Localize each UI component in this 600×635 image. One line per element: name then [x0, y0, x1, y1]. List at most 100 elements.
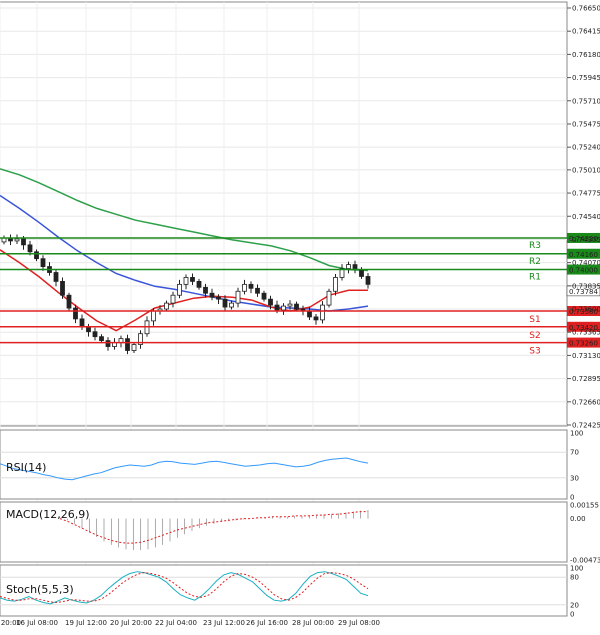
price-tick-label: 0.73835	[572, 282, 600, 290]
macd-label: MACD(12,26,9)	[6, 508, 90, 521]
ma-green-line	[0, 168, 369, 272]
candle-up	[339, 268, 345, 278]
support-resistance-levels: R3 0.74320 R2 0.74160 R1 0.74000 S1 0.73580 S2 0.…	[0, 232, 600, 357]
candle-down	[34, 251, 39, 260]
time-tick-label: 26 Jul 16:00	[246, 619, 288, 627]
time-tick-label: 16 Jul 08:00	[16, 619, 58, 627]
indicator-tick-label: 70	[570, 449, 579, 457]
candle-down	[190, 277, 195, 282]
price-tick-label: 0.75945	[572, 74, 600, 82]
rsi-grid	[0, 451, 567, 479]
candle-down	[248, 283, 254, 289]
macd-panel: MACD(12,26,9) 0.00155 0.00 -0.004735	[0, 501, 600, 565]
price-panel-frame	[0, 1, 568, 427]
stoch-grid	[0, 576, 567, 606]
candle-down	[53, 272, 59, 282]
candle-up	[320, 304, 325, 321]
time-tick-label: 15 Jul 20:00	[0, 619, 21, 627]
candle-down	[359, 269, 364, 277]
level-name-r1: R1	[529, 273, 541, 283]
time-tick-label: 29 Jul 08:00	[338, 619, 380, 627]
candle-up	[183, 277, 189, 285]
level-price-badge	[567, 248, 600, 259]
current-price-badge	[566, 285, 600, 297]
candle-down	[105, 340, 111, 347]
level-price-badge	[567, 321, 600, 332]
macd-histogram	[59, 509, 369, 551]
candle-up	[138, 333, 143, 345]
time-tick-label: 19 Jul 12:00	[65, 619, 107, 627]
ma-blue-line	[0, 194, 369, 312]
macd-axis: 0.00155 0.00 -0.004735	[570, 502, 600, 565]
price-tick-label: 0.73600	[572, 306, 600, 314]
price-tick-label: 0.74775	[572, 190, 600, 198]
candle-up	[177, 283, 182, 296]
indicator-tick-label: 30	[570, 474, 579, 482]
level-price-label: 0.73260	[569, 340, 598, 348]
candle-down	[209, 292, 215, 298]
candle-up	[326, 290, 332, 306]
candle-up	[242, 283, 247, 292]
price-tick-label: 0.74305	[572, 236, 600, 244]
candle-up	[131, 344, 137, 351]
candle-up	[164, 302, 169, 310]
candle-up	[151, 310, 156, 322]
price-tick-label: 0.76650	[572, 5, 600, 13]
level-name-s3: S3	[529, 347, 540, 357]
candle-down	[125, 338, 130, 351]
indicator-tick-label: 80	[570, 574, 579, 582]
candle-down	[196, 280, 202, 288]
price-tick-label: 0.74540	[572, 213, 600, 221]
macd-panel-frame	[0, 501, 568, 563]
level-price-label: 0.73420	[569, 324, 598, 332]
candle-down	[66, 294, 72, 309]
level-price-badge	[567, 232, 600, 243]
indicator-tick-label: 0	[570, 611, 574, 619]
candle-up	[346, 264, 351, 269]
rsi-line	[0, 457, 369, 481]
candle-down	[255, 287, 260, 294]
stoch-k-line	[0, 571, 369, 605]
price-panel: R3 0.74320 R2 0.74160 R1 0.74000 S1 0.73580 S2 0.…	[0, 1, 600, 616]
candle-up	[14, 238, 20, 242]
price-axis: 0.76650 0.76415 0.76180 0.75945 0.75710 0.754…	[567, 5, 600, 430]
candle-down	[73, 307, 78, 320]
candle-down	[274, 304, 280, 311]
price-tick-label: 0.74070	[572, 259, 600, 267]
candle-down	[313, 316, 319, 321]
indicator-tick-label: 0.00	[570, 515, 586, 523]
candle-down	[92, 331, 98, 338]
candle-down	[222, 298, 228, 308]
indicator-tick-label: 0	[570, 494, 574, 502]
time-tick-label: 23 Jul 12:00	[203, 619, 245, 627]
price-tick-label: 0.73365	[572, 329, 600, 337]
price-tick-label: 0.72425	[572, 422, 600, 430]
candle-down	[40, 258, 46, 267]
price-tick-label: 0.75240	[572, 144, 600, 152]
candle-down	[307, 310, 312, 318]
candle-down	[27, 244, 33, 253]
level-name-s2: S2	[529, 331, 540, 341]
rsi-panel: RSI(14) 100 70 30 0	[0, 429, 583, 502]
rsi-label: RSI(14)	[6, 461, 46, 474]
stoch-label: Stoch(5,5,3)	[6, 583, 74, 596]
candlesticks	[1, 234, 371, 355]
price-tick-label: 0.76415	[572, 28, 600, 36]
candle-down	[268, 298, 273, 306]
candle-up	[281, 305, 286, 311]
candle-down	[261, 292, 267, 300]
level-price-badge	[567, 337, 600, 348]
level-price-label: 0.74160	[569, 251, 598, 259]
time-tick-label: 28 Jul 00:00	[292, 619, 334, 627]
candle-up	[229, 302, 234, 308]
candle-down	[294, 303, 299, 310]
candle-up	[235, 290, 241, 304]
level-price-label: 0.73580	[569, 308, 598, 316]
candle-down	[216, 296, 221, 300]
level-price-label: 0.74000	[569, 267, 598, 275]
level-price-label: 0.74320	[569, 235, 598, 243]
candle-down	[203, 286, 208, 294]
